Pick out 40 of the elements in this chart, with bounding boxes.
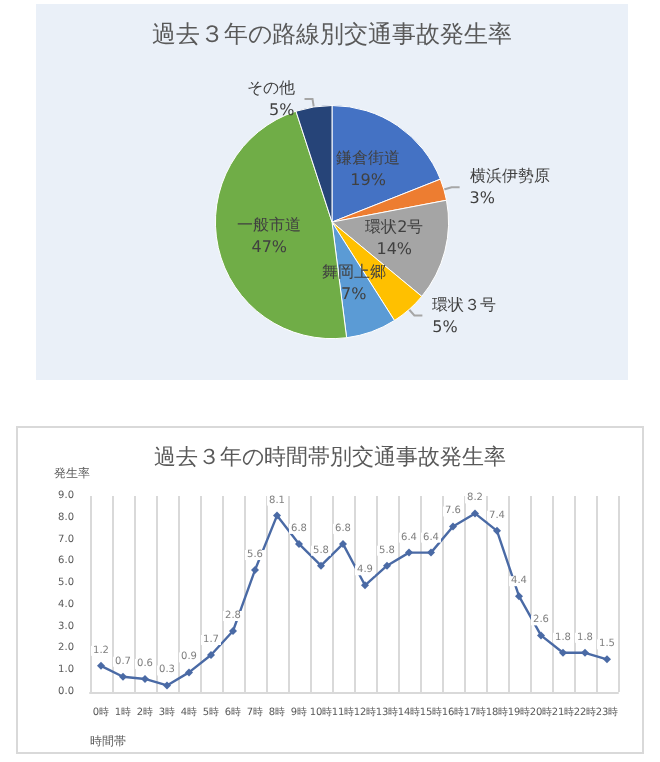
point	[207, 650, 215, 659]
data-label: 3%	[469, 189, 496, 208]
point	[119, 672, 127, 681]
point	[515, 592, 523, 601]
slice-label: 一般市道	[237, 216, 302, 235]
point	[141, 674, 149, 683]
data-label: 5%	[269, 101, 296, 120]
point	[97, 661, 105, 670]
point	[295, 539, 303, 548]
point	[185, 668, 193, 677]
point	[471, 509, 479, 518]
data-label: 19%	[350, 170, 387, 189]
data-label: 5%	[432, 317, 459, 336]
point	[405, 548, 413, 557]
slice-label: 環状2号	[365, 218, 424, 237]
point	[427, 548, 435, 557]
point	[603, 655, 611, 664]
chart-title: 過去３年の路線別交通事故発生率	[152, 20, 512, 48]
slice-label: 横浜伊勢原	[469, 167, 550, 186]
point	[251, 566, 259, 575]
point	[537, 631, 545, 640]
data-label: 14%	[376, 240, 413, 259]
point	[229, 627, 237, 636]
slice-label: 鎌倉街道	[336, 148, 401, 167]
slice-label: 環状３号	[432, 295, 497, 314]
point	[449, 522, 457, 531]
data-label: 7%	[341, 284, 368, 303]
point	[493, 526, 501, 535]
point	[383, 561, 391, 570]
point	[273, 511, 281, 520]
slice-label: その他	[246, 79, 295, 98]
point	[559, 648, 567, 657]
point	[163, 681, 171, 690]
line-series	[97, 509, 611, 690]
point	[581, 648, 589, 657]
chart-title: 過去３年の時間帯別交通事故発生率	[154, 444, 506, 470]
point	[361, 581, 369, 590]
data-label: 47%	[251, 238, 288, 257]
point	[317, 561, 325, 570]
point	[339, 539, 347, 548]
